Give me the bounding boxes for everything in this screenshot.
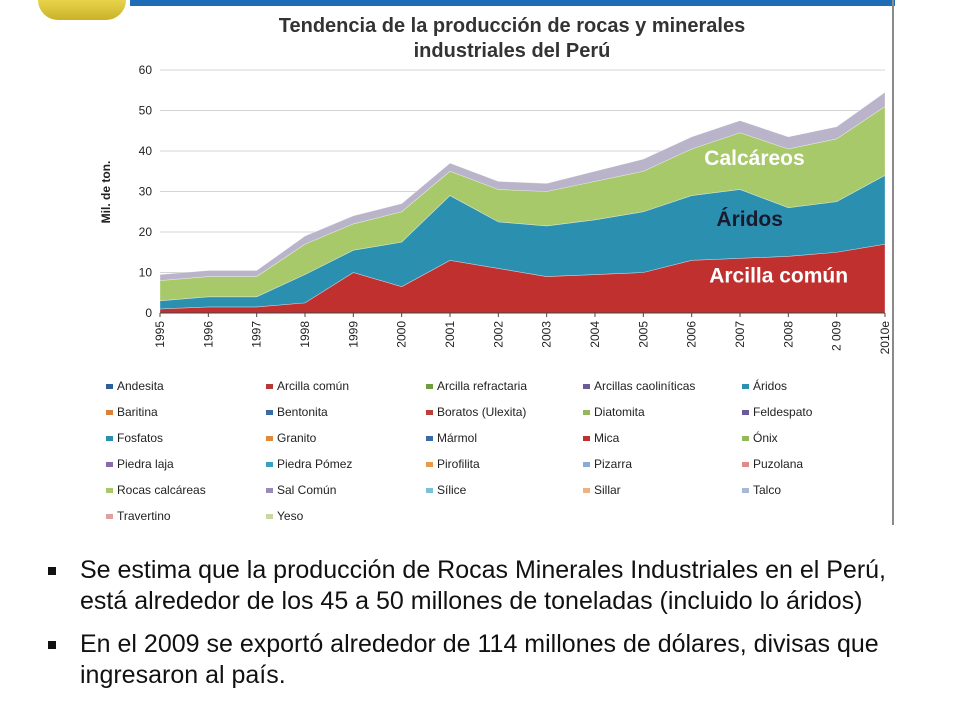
legend-swatch: [583, 384, 590, 389]
legend-label: Sillar: [594, 483, 621, 497]
legend-label: Boratos (Ulexita): [437, 405, 526, 419]
x-tick-label: 2002: [491, 321, 505, 348]
legend-label: Mármol: [437, 431, 477, 445]
x-tick-label: 1998: [298, 321, 312, 348]
area-series: [159, 91, 886, 281]
legend-swatch: [742, 462, 749, 467]
legend-swatch: [583, 410, 590, 415]
y-tick-label: 20: [139, 225, 153, 239]
legend-swatch: [266, 384, 273, 389]
stacked-areas: [159, 91, 886, 314]
institution-logo: [38, 0, 126, 20]
legend-label: Arcilla refractaria: [437, 379, 527, 393]
legend-swatch: [426, 462, 433, 467]
legend-label: Áridos: [753, 378, 787, 393]
legend-swatch: [266, 514, 273, 519]
x-tick-label: 2001: [443, 321, 457, 348]
legend-label: Fosfatos: [117, 431, 163, 445]
legend-label: Baritina: [117, 405, 158, 419]
bullet-item: En el 2009 se exportó alrededor de 114 m…: [46, 629, 926, 691]
legend-swatch: [426, 410, 433, 415]
legend-swatch: [106, 384, 113, 389]
legend-label: Mica: [594, 431, 620, 445]
legend-label: Travertino: [117, 509, 171, 523]
legend-label: Andesita: [117, 379, 164, 393]
legend-label: Puzolana: [753, 457, 803, 471]
legend-swatch: [106, 462, 113, 467]
x-tick-label: 2006: [685, 321, 699, 348]
legend-swatch: [106, 410, 113, 415]
production-trend-chart: Tendencia de la producción de rocas y mi…: [99, 15, 892, 523]
header-rule: [130, 0, 895, 6]
x-tick-label: 2008: [781, 321, 795, 348]
bullet-list: Se estima que la producción de Rocas Min…: [46, 555, 926, 703]
legend: Andesita Arcilla común Arcilla refractaria…: [106, 378, 813, 523]
legend-swatch: [426, 384, 433, 389]
x-tick-label: 1996: [201, 321, 215, 348]
legend-label: Talco: [753, 483, 781, 497]
legend-swatch: [266, 462, 273, 467]
x-tick-label: 2004: [588, 321, 602, 348]
legend-label: Yeso: [277, 509, 304, 523]
y-tick-label: 60: [139, 63, 153, 77]
area-label: Áridos: [716, 208, 783, 231]
bullet-item: Se estima que la producción de Rocas Min…: [46, 555, 926, 617]
right-border: [892, 0, 894, 525]
legend-swatch: [742, 488, 749, 493]
y-tick-label: 50: [139, 104, 153, 118]
chart-title-line-1: Tendencia de la producción de rocas y mi…: [279, 15, 745, 37]
legend-label: Ónix: [753, 430, 778, 445]
y-tick-label: 10: [139, 266, 153, 280]
x-tick-label: 2 009: [830, 321, 844, 351]
area-labels: Calcáreos Áridos Arcilla común: [704, 147, 848, 287]
legend-label: Piedra laja: [117, 457, 174, 471]
legend-swatch: [266, 436, 273, 441]
axes: 0 10 20 30 40 50 60 1995 1996 1997 1998 1999 2000 200…: [139, 63, 892, 354]
legend-swatch: [106, 436, 113, 441]
legend-label: Diatomita: [594, 405, 645, 419]
x-tick-label: 1995: [153, 321, 167, 348]
legend-swatch: [426, 488, 433, 493]
legend-label: Pirofilita: [437, 457, 480, 471]
y-tick-label: 30: [139, 185, 153, 199]
area-label: Calcáreos: [704, 147, 804, 170]
x-tick-label: 2005: [636, 321, 650, 348]
legend-label: Arcillas caoliníticas: [594, 379, 695, 393]
legend-swatch: [106, 488, 113, 493]
legend-swatch: [742, 436, 749, 441]
y-axis-label: Mil. de ton.: [99, 161, 113, 224]
x-tick-label: 1997: [250, 321, 264, 348]
legend-swatch: [266, 488, 273, 493]
area-label: Arcilla común: [709, 265, 848, 288]
legend-swatch: [266, 410, 273, 415]
legend-label: Sílice: [437, 483, 467, 497]
y-tick-label: 0: [145, 306, 152, 320]
legend-swatch: [583, 462, 590, 467]
x-tick-label: 2000: [395, 321, 409, 348]
legend-label: Rocas calcáreas: [117, 483, 206, 497]
chart-title-line-2: industriales del Perú: [414, 40, 611, 62]
legend-swatch: [742, 410, 749, 415]
legend-label: Sal Común: [277, 483, 336, 497]
y-tick-label: 40: [139, 144, 153, 158]
legend-label: Piedra Pómez: [277, 457, 352, 471]
legend-swatch: [106, 514, 113, 519]
legend-label: Pizarra: [594, 457, 632, 471]
legend-label: Arcilla común: [277, 379, 349, 393]
legend-swatch: [583, 436, 590, 441]
x-tick-label: 2010e: [878, 321, 892, 355]
legend-label: Granito: [277, 431, 317, 445]
legend-swatch: [426, 436, 433, 441]
x-tick-label: 2007: [733, 321, 747, 348]
x-tick-label: 2003: [540, 321, 554, 348]
legend-label: Feldespato: [753, 405, 813, 419]
x-tick-label: 1999: [346, 321, 360, 348]
legend-swatch: [742, 384, 749, 389]
legend-label: Bentonita: [277, 405, 328, 419]
legend-swatch: [583, 488, 590, 493]
